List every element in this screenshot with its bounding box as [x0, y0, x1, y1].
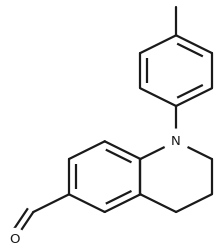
Text: O: O	[10, 233, 20, 246]
Circle shape	[164, 129, 188, 154]
Text: N: N	[171, 135, 181, 148]
Circle shape	[4, 228, 26, 248]
